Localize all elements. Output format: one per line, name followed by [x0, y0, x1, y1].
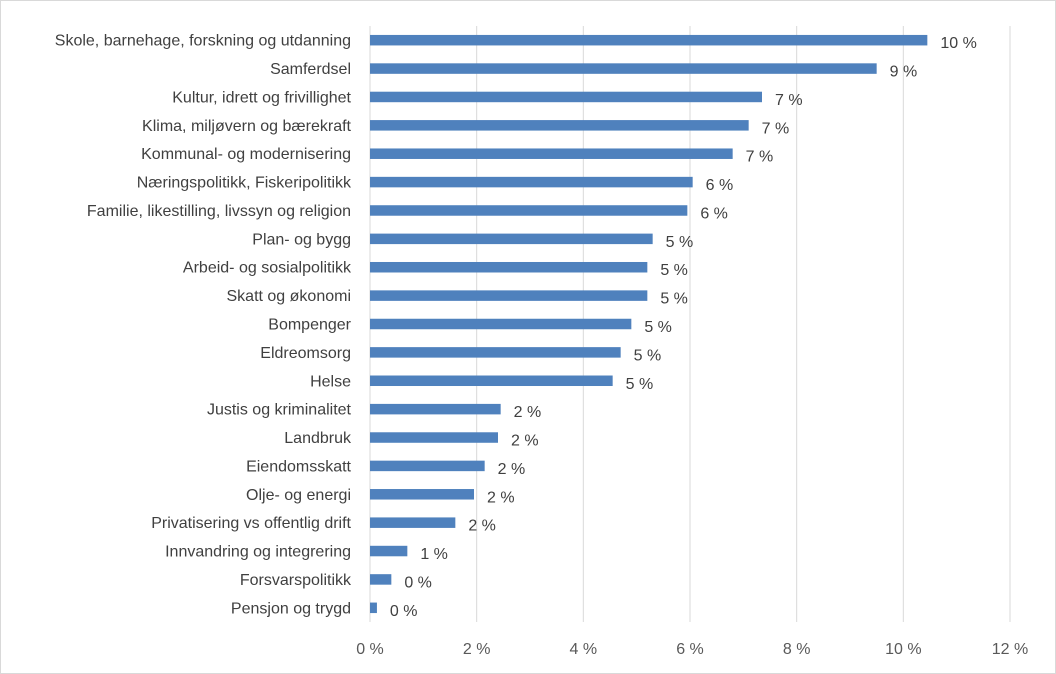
data-label: 9 %	[890, 64, 918, 81]
category-label: Kommunal- og modernisering	[141, 146, 351, 163]
data-label: 2 %	[487, 489, 515, 506]
category-label: Eiendomsskatt	[246, 458, 351, 475]
data-label: 5 %	[634, 347, 662, 364]
data-label: 7 %	[746, 149, 774, 166]
bars	[370, 34, 928, 614]
x-tick-label: 10 %	[885, 641, 921, 658]
category-label: Helse	[310, 373, 351, 390]
category-label: Arbeid- og sosialpolitikk	[183, 260, 352, 277]
bar	[370, 432, 498, 443]
bar	[370, 148, 733, 159]
bar	[370, 375, 613, 387]
category-label: Kultur, idrett og frivillighet	[172, 89, 351, 106]
x-tick-label: 2 %	[463, 641, 491, 658]
data-labels: 10 % 9 % 7 % 7 % 7 % 6 % 6 % 5 % 5 % 5 % 5 % 5 % 5 %…	[390, 35, 977, 620]
category-label: Landbruk	[284, 430, 352, 447]
category-label: Samferdsel	[270, 61, 351, 78]
x-tick-label: 4 %	[570, 641, 598, 658]
bar	[370, 347, 621, 358]
category-label: Plan- og bygg	[252, 231, 351, 248]
bar	[370, 261, 648, 273]
data-label: 2 %	[514, 404, 542, 421]
bar	[370, 574, 392, 585]
data-label: 10 %	[940, 35, 976, 52]
category-label: Privatisering vs offentlig drift	[151, 515, 351, 532]
x-tick-label: 12 %	[992, 641, 1028, 658]
bar	[370, 460, 485, 472]
data-label: 5 %	[666, 234, 694, 251]
data-label: 2 %	[511, 433, 539, 450]
category-label: Eldreomsorg	[260, 345, 351, 362]
category-label: Innvandring og integrering	[165, 544, 351, 561]
category-label: Næringspolitikk, Fiskeripolitikk	[137, 175, 352, 192]
bar	[370, 489, 474, 500]
x-tick-label: 0 %	[356, 641, 384, 658]
bar	[370, 34, 928, 46]
category-label: Bompenger	[268, 317, 351, 334]
data-label: 6 %	[706, 177, 734, 194]
data-label: 2 %	[468, 518, 496, 535]
category-label: Olje- og energi	[246, 487, 351, 504]
category-label: Skatt og økonomi	[227, 288, 352, 305]
data-label: 0 %	[404, 574, 432, 591]
data-label: 6 %	[700, 205, 728, 222]
x-tick-label: 6 %	[676, 641, 704, 658]
category-label: Familie, likestilling, livssyn og religi…	[87, 203, 351, 220]
x-tick-label: 8 %	[783, 641, 811, 658]
bar	[370, 517, 456, 528]
bar	[370, 176, 693, 188]
bar	[370, 233, 653, 245]
category-label: Justis og kriminalitet	[207, 402, 352, 419]
category-labels: Skole, barnehage, forskning og utdanning…	[55, 33, 352, 618]
category-label: Skole, barnehage, forskning og utdanning	[55, 33, 351, 50]
category-label: Pensjon og trygd	[231, 600, 351, 617]
bar	[370, 91, 762, 103]
bar	[370, 290, 648, 301]
data-label: 5 %	[626, 376, 654, 393]
category-label: Forsvarspolitikk	[240, 572, 352, 589]
data-label: 7 %	[775, 92, 803, 109]
bar	[370, 318, 632, 330]
category-label: Klima, miljøvern og bærekraft	[142, 118, 352, 135]
data-label: 1 %	[420, 546, 448, 563]
bar	[370, 205, 688, 216]
data-label: 2 %	[498, 461, 526, 478]
data-label: 5 %	[660, 291, 688, 308]
bar	[370, 120, 749, 131]
bar	[370, 63, 877, 74]
data-label: 0 %	[390, 603, 418, 620]
data-label: 7 %	[762, 120, 790, 137]
bar	[370, 602, 377, 614]
x-axis-tick-labels: 0 % 2 % 4 % 6 % 8 % 10 % 12 %	[356, 641, 1028, 658]
data-label: 5 %	[660, 262, 688, 279]
bar	[370, 545, 408, 557]
data-label: 5 %	[644, 319, 672, 336]
bar	[370, 403, 501, 415]
